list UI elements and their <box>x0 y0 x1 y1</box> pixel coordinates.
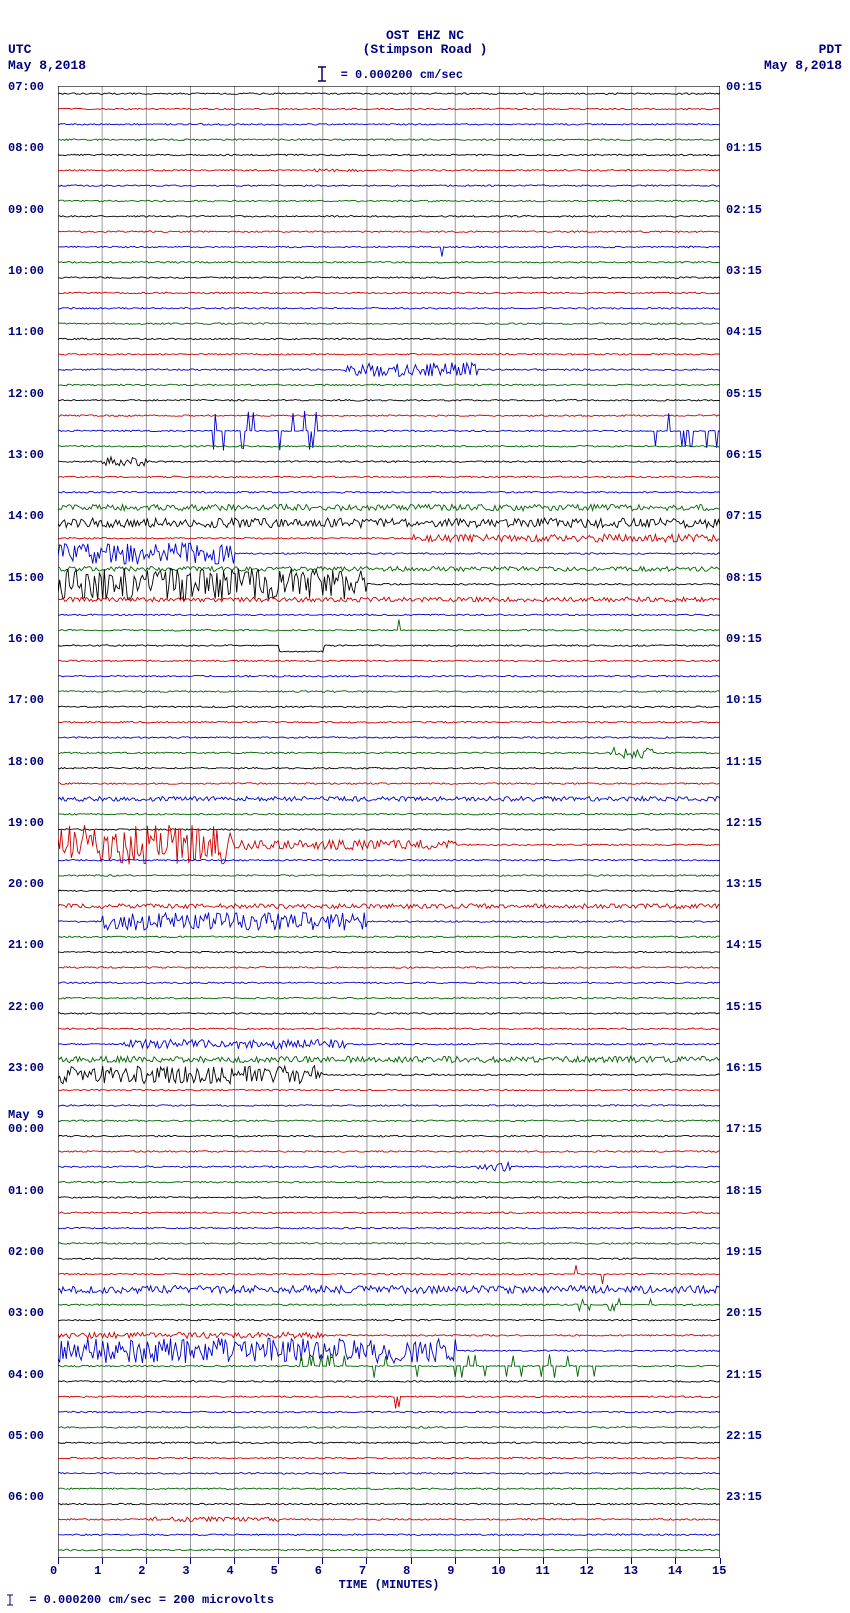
right-time-label: 06:15 <box>726 448 762 462</box>
x-tick-label: 11 <box>535 1564 549 1578</box>
left-time-label: 06:00 <box>8 1490 44 1504</box>
left-time-label: 11:00 <box>8 325 44 339</box>
left-time-label: 21:00 <box>8 938 44 952</box>
right-time-label: 14:15 <box>726 938 762 952</box>
x-tick-label: 6 <box>315 1564 322 1578</box>
station-title-line2: (Stimpson Road ) <box>0 42 850 57</box>
left-time-label: 05:00 <box>8 1429 44 1443</box>
right-time-label: 12:15 <box>726 816 762 830</box>
right-time-label: 05:15 <box>726 387 762 401</box>
x-tick-mark <box>58 1558 59 1564</box>
right-time-label: 00:15 <box>726 80 762 94</box>
scale-text: = 0.000200 cm/sec <box>341 68 463 82</box>
timezone-left: UTC <box>8 42 31 57</box>
seismogram-container: OST EHZ NC (Stimpson Road ) = 0.000200 c… <box>0 0 850 1613</box>
left-time-label: 12:00 <box>8 387 44 401</box>
right-time-label: 23:15 <box>726 1490 762 1504</box>
left-time-label: 00:00 <box>8 1122 44 1136</box>
x-tick-label: 0 <box>50 1564 57 1578</box>
right-time-label: 09:15 <box>726 632 762 646</box>
left-time-label: 04:00 <box>8 1368 44 1382</box>
right-time-label: 10:15 <box>726 693 762 707</box>
right-time-label: 11:15 <box>726 755 762 769</box>
date-right: May 8,2018 <box>764 58 842 73</box>
x-tick-label: 7 <box>359 1564 366 1578</box>
x-tick-mark <box>411 1558 412 1564</box>
left-time-label: 14:00 <box>8 509 44 523</box>
right-time-label: 08:15 <box>726 571 762 585</box>
left-time-label: 16:00 <box>8 632 44 646</box>
x-tick-label: 8 <box>403 1564 410 1578</box>
right-time-label: 20:15 <box>726 1306 762 1320</box>
left-time-label: 07:00 <box>8 80 44 94</box>
timezone-right: PDT <box>819 42 842 57</box>
left-time-label: 17:00 <box>8 693 44 707</box>
left-time-label: 22:00 <box>8 1000 44 1014</box>
date-left: May 8,2018 <box>8 58 86 73</box>
scale-indicator: = 0.000200 cm/sec <box>315 64 535 84</box>
x-tick-label: 12 <box>580 1564 594 1578</box>
x-tick-label: 14 <box>668 1564 682 1578</box>
right-time-label: 19:15 <box>726 1245 762 1259</box>
left-time-label: 09:00 <box>8 203 44 217</box>
x-tick-label: 1 <box>94 1564 101 1578</box>
right-time-label: 16:15 <box>726 1061 762 1075</box>
x-axis-label: TIME (MINUTES) <box>58 1578 720 1592</box>
left-time-label: 02:00 <box>8 1245 44 1259</box>
x-tick-mark <box>455 1558 456 1564</box>
left-time-label: 13:00 <box>8 448 44 462</box>
x-tick-label: 3 <box>182 1564 189 1578</box>
x-tick-label: 13 <box>624 1564 638 1578</box>
right-time-label: 21:15 <box>726 1368 762 1382</box>
station-title-line1: OST EHZ NC <box>0 28 850 43</box>
left-time-label: 19:00 <box>8 816 44 830</box>
footer-text: = 0.000200 cm/sec = 200 microvolts <box>29 1593 274 1607</box>
left-time-label: 01:00 <box>8 1184 44 1198</box>
footer-scale: = 0.000200 cm/sec = 200 microvolts <box>4 1593 274 1607</box>
left-time-label: 03:00 <box>8 1306 44 1320</box>
right-time-label: 01:15 <box>726 141 762 155</box>
left-day-change: May 9 <box>8 1108 44 1122</box>
scale-bar-icon <box>4 1593 22 1607</box>
right-time-label: 04:15 <box>726 325 762 339</box>
x-tick-mark <box>146 1558 147 1564</box>
x-tick-label: 2 <box>138 1564 145 1578</box>
x-tick-label: 4 <box>227 1564 234 1578</box>
right-time-label: 17:15 <box>726 1122 762 1136</box>
left-time-label: 10:00 <box>8 264 44 278</box>
scale-bar-icon <box>315 64 331 84</box>
left-time-label: 15:00 <box>8 571 44 585</box>
right-time-label: 13:15 <box>726 877 762 891</box>
left-time-label: 18:00 <box>8 755 44 769</box>
right-time-label: 15:15 <box>726 1000 762 1014</box>
left-time-label: 23:00 <box>8 1061 44 1075</box>
right-time-label: 22:15 <box>726 1429 762 1443</box>
right-time-label: 18:15 <box>726 1184 762 1198</box>
x-tick-mark <box>190 1558 191 1564</box>
x-tick-mark <box>102 1558 103 1564</box>
x-tick-mark <box>234 1558 235 1564</box>
x-tick-mark <box>278 1558 279 1564</box>
right-time-label: 03:15 <box>726 264 762 278</box>
x-tick-label: 15 <box>712 1564 726 1578</box>
seismogram-plot <box>58 86 720 1558</box>
right-time-label: 07:15 <box>726 509 762 523</box>
x-tick-label: 5 <box>271 1564 278 1578</box>
x-tick-label: 9 <box>447 1564 454 1578</box>
x-tick-mark <box>366 1558 367 1564</box>
right-time-label: 02:15 <box>726 203 762 217</box>
left-time-label: 20:00 <box>8 877 44 891</box>
x-tick-label: 10 <box>491 1564 505 1578</box>
left-time-label: 08:00 <box>8 141 44 155</box>
x-tick-mark <box>322 1558 323 1564</box>
